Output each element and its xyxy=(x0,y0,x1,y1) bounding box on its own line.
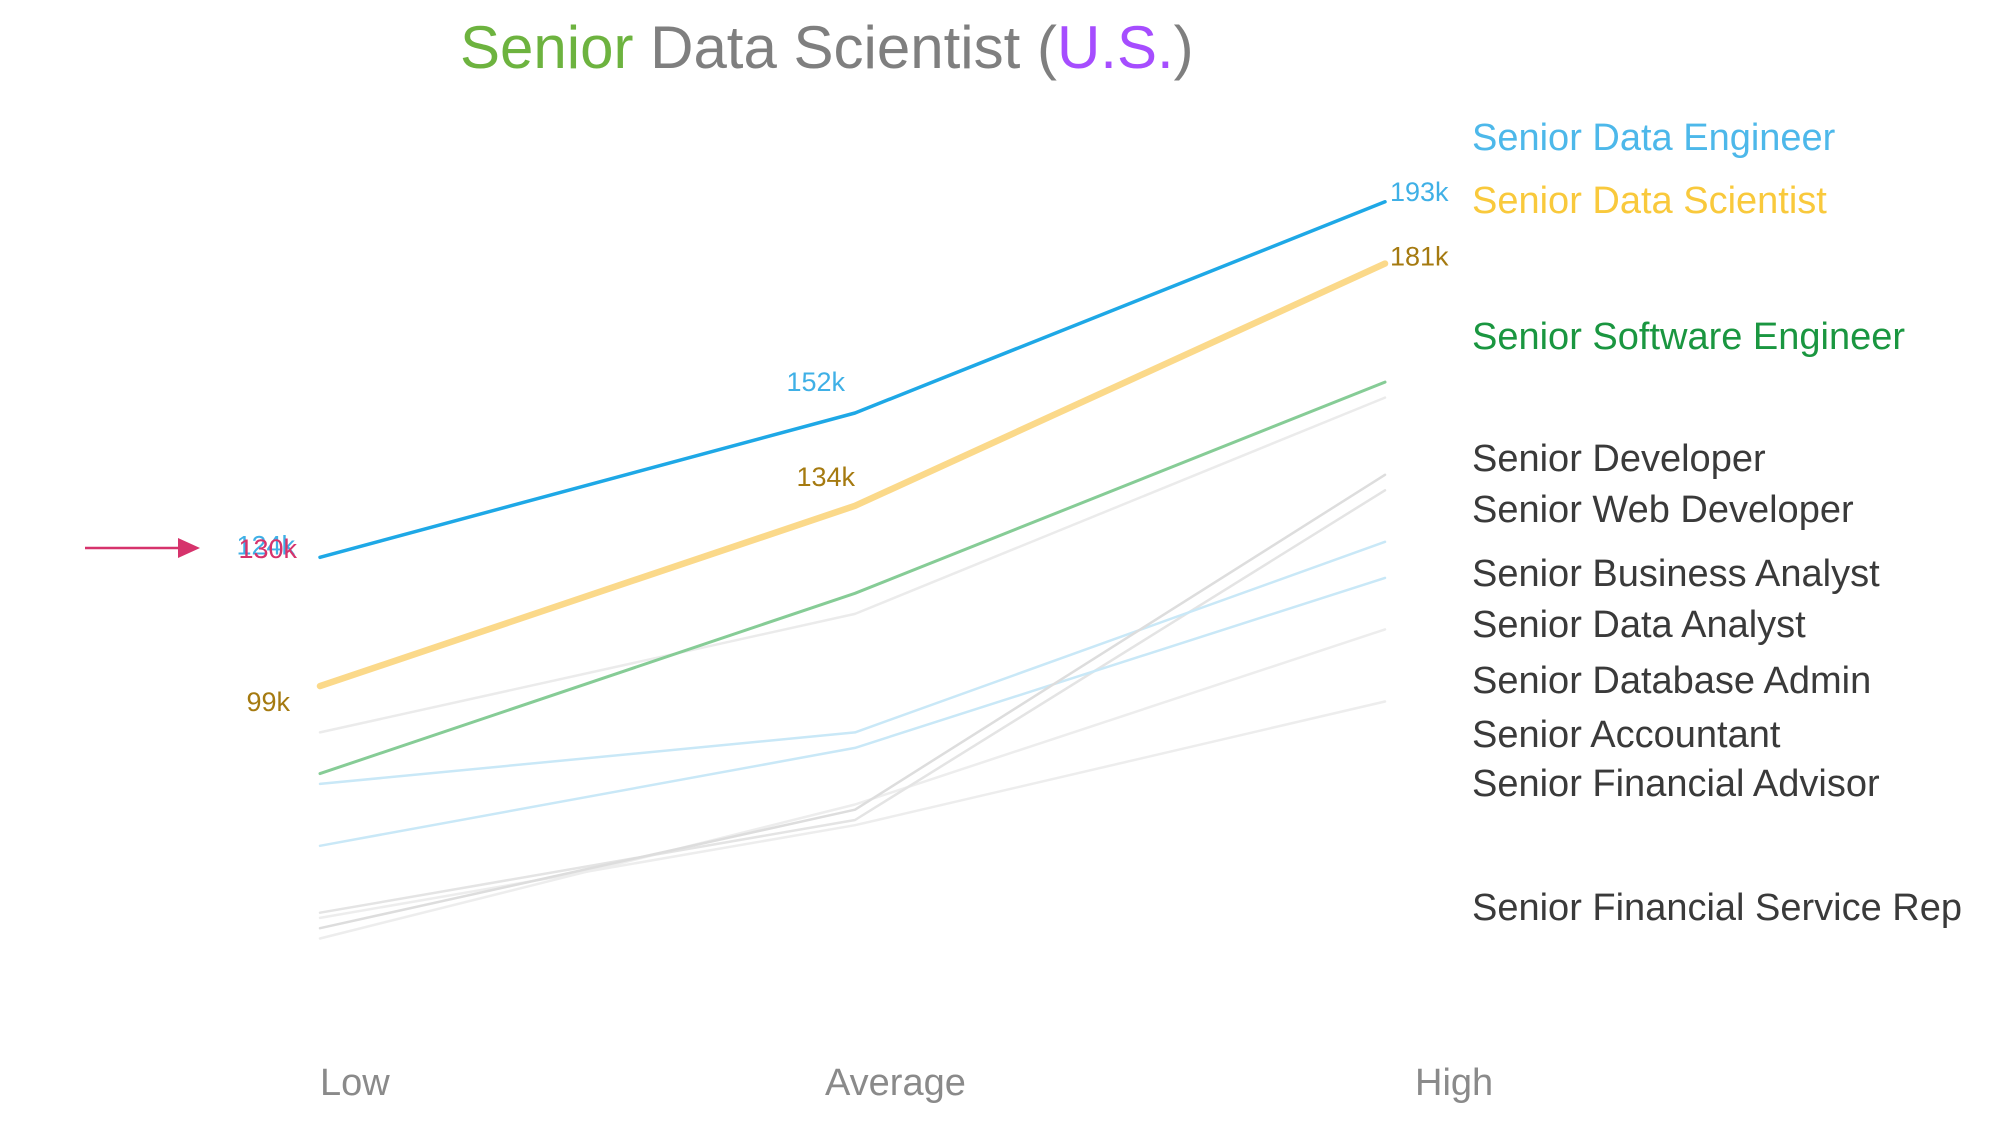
series-label-senior-financial-service-rep: Senior Financial Service Rep xyxy=(1472,887,1962,929)
x-axis: Low Average High xyxy=(320,1062,1493,1104)
value-label-senior-data-engineer-low: 124k xyxy=(236,530,295,560)
series-line-senior-accountant xyxy=(318,628,1387,940)
chart-title: Senior Data Scientist (U.S.) xyxy=(460,14,1194,81)
series-line-senior-business-analyst xyxy=(318,540,1387,786)
series-label-senior-web-developer: Senior Web Developer xyxy=(1472,489,1854,531)
series-label-senior-developer: Senior Developer xyxy=(1472,438,1766,480)
value-labels: 124k 152k 193k 99k 134k 181k xyxy=(236,177,1449,717)
title-part-2: U.S. xyxy=(1057,14,1174,81)
value-label-senior-data-scientist-average: 134k xyxy=(796,462,855,492)
series-line-senior-software-engineer xyxy=(318,380,1387,776)
marker: 130k xyxy=(85,534,297,564)
series-line-senior-database-admin xyxy=(318,489,1387,914)
series-label-senior-software-engineer: Senior Software Engineer xyxy=(1472,316,1905,358)
series-line-senior-developer xyxy=(318,396,1387,734)
marker-label: 130k xyxy=(238,534,297,564)
x-tick-high: High xyxy=(1415,1062,1493,1104)
value-label-senior-data-scientist-high: 181k xyxy=(1390,242,1449,272)
series-label-senior-financial-advisor: Senior Financial Advisor xyxy=(1472,763,1880,805)
series-label-senior-business-analyst: Senior Business Analyst xyxy=(1472,553,1880,595)
series-line-senior-data-engineer xyxy=(318,200,1387,560)
value-label-senior-data-engineer-average: 152k xyxy=(786,367,845,397)
x-tick-average: Average xyxy=(825,1062,966,1104)
series-line-senior-financial-advisor xyxy=(318,700,1387,920)
series-labels: Senior Data Engineer Senior Data Scientis… xyxy=(1472,117,1962,929)
marker-arrow-head xyxy=(178,538,200,558)
series-label-senior-data-scientist: Senior Data Scientist xyxy=(1472,180,1827,222)
title-part-1: Data Scientist ( xyxy=(633,14,1057,81)
value-label-senior-data-engineer-high: 193k xyxy=(1390,177,1449,207)
series-label-senior-data-analyst: Senior Data Analyst xyxy=(1472,604,1806,646)
series-label-senior-database-admin: Senior Database Admin xyxy=(1472,660,1871,702)
series-label-senior-accountant: Senior Accountant xyxy=(1472,714,1781,756)
series-lines xyxy=(316,200,1389,940)
x-tick-low: Low xyxy=(320,1062,390,1104)
title-part-3: ) xyxy=(1174,14,1194,81)
title-part-0: Senior xyxy=(460,14,633,81)
series-line-senior-data-scientist xyxy=(316,260,1389,690)
series-line-senior-web-developer xyxy=(318,473,1387,930)
value-label-senior-data-scientist-low: 99k xyxy=(246,687,290,717)
series-label-senior-data-engineer: Senior Data Engineer xyxy=(1472,117,1836,159)
series-line-senior-data-analyst xyxy=(318,576,1387,848)
